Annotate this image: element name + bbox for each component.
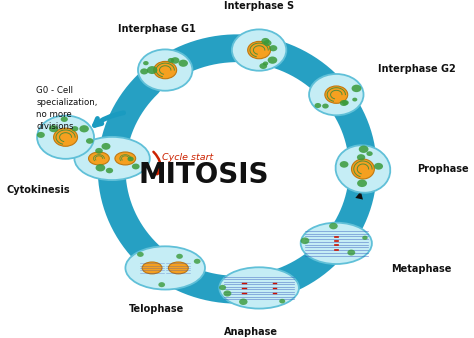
Text: Prophase: Prophase — [418, 164, 469, 174]
Circle shape — [342, 100, 349, 105]
Circle shape — [72, 126, 78, 131]
Circle shape — [158, 282, 165, 287]
Ellipse shape — [89, 152, 109, 165]
Circle shape — [269, 45, 277, 51]
Circle shape — [352, 98, 357, 101]
Circle shape — [301, 237, 310, 244]
Circle shape — [106, 168, 113, 173]
Ellipse shape — [115, 152, 136, 165]
Circle shape — [357, 154, 365, 161]
Circle shape — [357, 179, 367, 187]
Ellipse shape — [37, 116, 94, 159]
Ellipse shape — [142, 262, 162, 274]
Circle shape — [219, 285, 226, 290]
Text: Interphase S: Interphase S — [224, 1, 294, 10]
Circle shape — [140, 68, 148, 74]
Ellipse shape — [138, 49, 192, 91]
Text: Cycle start: Cycle start — [162, 153, 213, 162]
Ellipse shape — [336, 145, 390, 193]
Circle shape — [329, 223, 338, 229]
Circle shape — [95, 148, 103, 154]
Circle shape — [179, 59, 188, 67]
Circle shape — [79, 125, 89, 132]
Ellipse shape — [54, 128, 78, 146]
Circle shape — [261, 38, 270, 44]
Circle shape — [366, 151, 373, 156]
Text: Metaphase: Metaphase — [391, 264, 451, 274]
Circle shape — [362, 236, 368, 240]
Text: Interphase G1: Interphase G1 — [118, 24, 196, 34]
Circle shape — [340, 100, 348, 106]
Circle shape — [314, 103, 321, 108]
Circle shape — [347, 249, 355, 256]
Circle shape — [37, 132, 45, 138]
Circle shape — [264, 40, 272, 46]
Circle shape — [143, 61, 149, 65]
Circle shape — [374, 163, 383, 170]
Circle shape — [128, 156, 134, 161]
Ellipse shape — [352, 159, 374, 179]
Ellipse shape — [154, 62, 177, 79]
Text: Anaphase: Anaphase — [224, 328, 278, 337]
Circle shape — [171, 57, 180, 64]
Ellipse shape — [74, 137, 150, 180]
Circle shape — [137, 252, 144, 257]
Circle shape — [239, 298, 247, 305]
Circle shape — [101, 143, 110, 150]
Circle shape — [268, 56, 277, 64]
Circle shape — [322, 103, 329, 108]
Ellipse shape — [168, 262, 188, 274]
Circle shape — [61, 117, 68, 122]
Circle shape — [194, 259, 201, 264]
Ellipse shape — [309, 74, 364, 115]
Ellipse shape — [232, 29, 286, 71]
Text: Interphase G2: Interphase G2 — [378, 64, 456, 74]
Ellipse shape — [126, 246, 205, 290]
Text: Cytokinesis: Cytokinesis — [7, 185, 70, 195]
Ellipse shape — [248, 41, 271, 59]
Circle shape — [259, 63, 267, 69]
Circle shape — [340, 161, 348, 168]
Ellipse shape — [219, 267, 299, 309]
Circle shape — [352, 84, 362, 92]
Ellipse shape — [301, 223, 372, 264]
Circle shape — [49, 125, 58, 132]
Circle shape — [359, 146, 368, 153]
Circle shape — [223, 290, 231, 296]
Circle shape — [279, 299, 285, 304]
Text: G0 - Cell
specialization,
no more
divisions: G0 - Cell specialization, no more divisi… — [36, 87, 98, 131]
Text: Telophase: Telophase — [129, 304, 184, 314]
Text: MITOSIS: MITOSIS — [138, 161, 269, 189]
Circle shape — [86, 138, 93, 144]
Circle shape — [168, 58, 174, 63]
Circle shape — [176, 254, 183, 259]
Circle shape — [132, 164, 140, 169]
Ellipse shape — [325, 86, 348, 103]
Circle shape — [263, 62, 268, 66]
Circle shape — [147, 66, 157, 74]
Circle shape — [96, 164, 105, 171]
